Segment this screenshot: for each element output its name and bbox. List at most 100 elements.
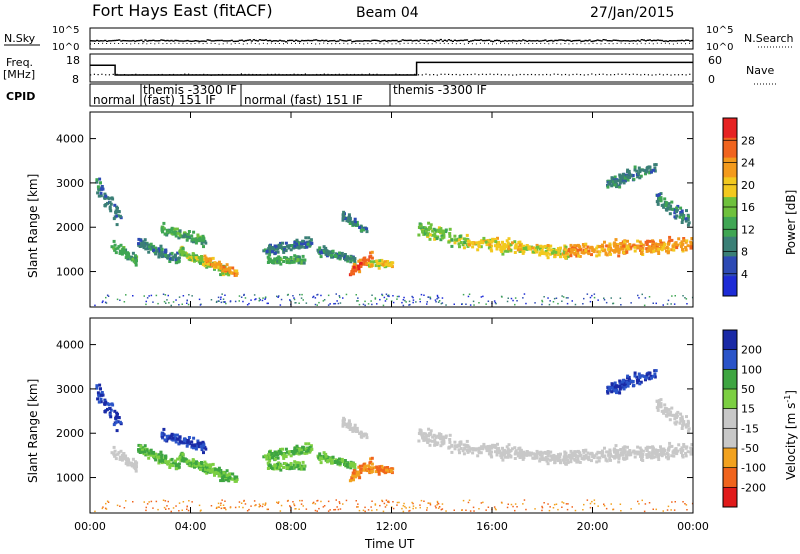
power-cell bbox=[267, 246, 271, 250]
velocity-cell bbox=[505, 445, 509, 449]
velocity-cell bbox=[262, 455, 266, 459]
nsearch-point bbox=[146, 43, 148, 45]
noise-point bbox=[608, 40, 611, 42]
velocity-cell bbox=[668, 445, 672, 449]
nave-point bbox=[395, 73, 397, 75]
noise-point bbox=[142, 40, 145, 43]
noise-point bbox=[337, 40, 340, 42]
noise-point bbox=[311, 39, 314, 42]
power-cell bbox=[639, 174, 643, 178]
velocity-cell bbox=[668, 418, 672, 422]
velocity-cell bbox=[364, 506, 366, 509]
power-cell bbox=[238, 300, 240, 302]
power-cell bbox=[365, 227, 369, 231]
power-cell bbox=[248, 302, 250, 305]
noise-point bbox=[156, 40, 159, 42]
power-cell bbox=[229, 300, 232, 303]
noise-point bbox=[258, 39, 261, 41]
power-cell bbox=[210, 299, 213, 301]
x-tick-label: 20:00 bbox=[577, 520, 609, 533]
nsearch-point bbox=[680, 42, 682, 44]
power-cell bbox=[429, 226, 432, 230]
velocity-cell bbox=[605, 459, 609, 463]
power-cell bbox=[338, 255, 342, 259]
power-cell bbox=[362, 228, 365, 232]
velocity-cell bbox=[201, 440, 205, 444]
power-cell bbox=[583, 297, 585, 300]
velocity-cell bbox=[304, 447, 308, 451]
power-cell bbox=[285, 260, 289, 264]
power-cell bbox=[143, 295, 145, 297]
velocity-cell bbox=[312, 501, 315, 504]
power-cell bbox=[499, 245, 503, 249]
velocity-cell bbox=[671, 413, 675, 417]
velocity-cell bbox=[587, 455, 591, 459]
power-cell bbox=[576, 243, 580, 247]
power-cell bbox=[322, 249, 326, 253]
power-cell bbox=[361, 258, 365, 262]
velocity-cell bbox=[112, 423, 116, 427]
velocity-cell bbox=[662, 411, 666, 415]
colorbar-swatch bbox=[723, 236, 737, 257]
noise-point bbox=[526, 40, 529, 42]
nave-point bbox=[297, 73, 299, 76]
power-cell bbox=[562, 249, 566, 253]
power-cell bbox=[626, 168, 630, 172]
velocity-cell bbox=[327, 510, 330, 512]
velocity-cell bbox=[299, 499, 301, 502]
power-cell bbox=[318, 246, 322, 250]
velocity-cell bbox=[458, 444, 461, 448]
velocity-cell bbox=[501, 458, 505, 462]
colorbar-swatch bbox=[723, 448, 737, 469]
power-cell bbox=[682, 216, 685, 220]
power-cell bbox=[436, 294, 439, 297]
velocity-cell bbox=[322, 451, 326, 455]
velocity-cell bbox=[266, 508, 268, 511]
velocity-cell bbox=[121, 453, 125, 457]
power-cell bbox=[519, 247, 523, 251]
velocity-cell bbox=[193, 444, 197, 448]
power-cell bbox=[285, 256, 288, 260]
power-cell bbox=[268, 249, 272, 253]
velocity-cell bbox=[428, 443, 432, 447]
power-cell bbox=[116, 246, 120, 250]
velocity-cell bbox=[684, 425, 688, 429]
velocity-cell bbox=[305, 508, 308, 510]
velocity-cell bbox=[134, 464, 138, 468]
velocity-cell bbox=[516, 506, 518, 508]
power-cell bbox=[250, 299, 252, 301]
noise-point bbox=[409, 39, 412, 41]
velocity-cell bbox=[623, 379, 627, 383]
velocity-cell bbox=[418, 430, 422, 434]
noise-point bbox=[596, 39, 599, 41]
nave-point bbox=[301, 74, 303, 76]
noise-point bbox=[274, 40, 278, 42]
velocity-cell bbox=[549, 506, 551, 508]
power-cell bbox=[461, 303, 463, 305]
velocity-cell bbox=[282, 456, 286, 460]
power-cell bbox=[137, 242, 140, 246]
velocity-cell bbox=[352, 478, 355, 482]
power-cell bbox=[284, 241, 288, 245]
power-cell bbox=[433, 228, 437, 232]
power-cell bbox=[266, 302, 268, 305]
power-cell bbox=[474, 241, 478, 245]
power-cell bbox=[494, 301, 497, 304]
nsearch-point bbox=[303, 43, 305, 45]
noise-point bbox=[190, 40, 193, 42]
velocity-cell bbox=[429, 429, 433, 433]
velocity-cell bbox=[439, 436, 443, 440]
power-cell bbox=[133, 254, 137, 258]
power-cell bbox=[295, 242, 299, 246]
power-cell bbox=[666, 303, 669, 305]
power-cell bbox=[339, 302, 342, 304]
nave-point bbox=[267, 73, 269, 75]
power-cell bbox=[656, 199, 660, 203]
velocity-cell bbox=[178, 510, 180, 512]
power-cell bbox=[541, 303, 543, 306]
nave-point bbox=[564, 73, 567, 76]
nave-point bbox=[399, 74, 401, 76]
velocity-cell bbox=[134, 467, 138, 471]
velocity-cell bbox=[630, 508, 632, 510]
noise-point bbox=[522, 39, 525, 41]
